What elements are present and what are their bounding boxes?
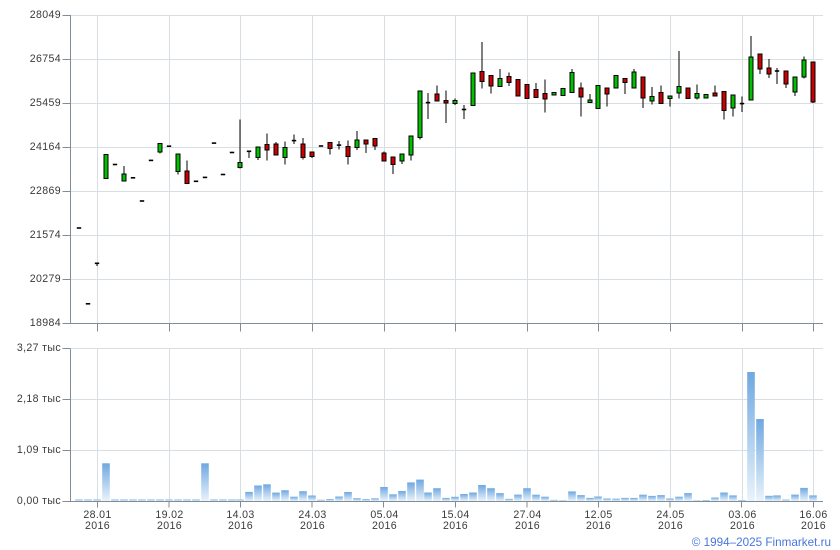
svg-text:24164: 24164: [30, 141, 61, 153]
svg-text:2016: 2016: [85, 520, 110, 532]
svg-text:16.06: 16.06: [799, 509, 827, 521]
svg-text:14.03: 14.03: [226, 509, 254, 521]
svg-text:2016: 2016: [372, 520, 397, 532]
svg-text:20279: 20279: [30, 273, 61, 285]
svg-text:28049: 28049: [30, 9, 61, 21]
svg-text:24.05: 24.05: [656, 509, 684, 521]
svg-text:18984: 18984: [30, 317, 61, 329]
svg-text:27.04: 27.04: [513, 509, 541, 521]
svg-text:2016: 2016: [730, 520, 755, 532]
svg-text:26754: 26754: [30, 53, 61, 65]
svg-text:28.01: 28.01: [83, 509, 111, 521]
svg-text:2016: 2016: [443, 520, 468, 532]
svg-text:2016: 2016: [515, 520, 540, 532]
svg-text:2016: 2016: [658, 520, 683, 532]
svg-text:2016: 2016: [586, 520, 611, 532]
svg-text:1,09 тыс: 1,09 тыс: [17, 444, 61, 456]
svg-text:2,18 тыс: 2,18 тыс: [17, 393, 61, 405]
svg-text:2016: 2016: [300, 520, 325, 532]
svg-text:21574: 21574: [30, 229, 61, 241]
svg-text:2016: 2016: [228, 520, 253, 532]
svg-text:12.05: 12.05: [584, 509, 612, 521]
svg-text:25459: 25459: [30, 97, 61, 109]
svg-text:15.04: 15.04: [441, 509, 469, 521]
svg-text:24.03: 24.03: [298, 509, 326, 521]
svg-text:22869: 22869: [30, 185, 61, 197]
svg-text:3,27 тыс: 3,27 тыс: [17, 342, 61, 354]
svg-text:2016: 2016: [801, 520, 826, 532]
svg-text:0,00 тыс: 0,00 тыс: [17, 495, 61, 507]
svg-text:19.02: 19.02: [155, 509, 183, 521]
svg-text:2016: 2016: [157, 520, 182, 532]
svg-text:03.06: 03.06: [728, 509, 756, 521]
svg-text:05.04: 05.04: [370, 509, 398, 521]
svg-text:© 1994–2025 Finmarket.ru: © 1994–2025 Finmarket.ru: [692, 536, 831, 549]
